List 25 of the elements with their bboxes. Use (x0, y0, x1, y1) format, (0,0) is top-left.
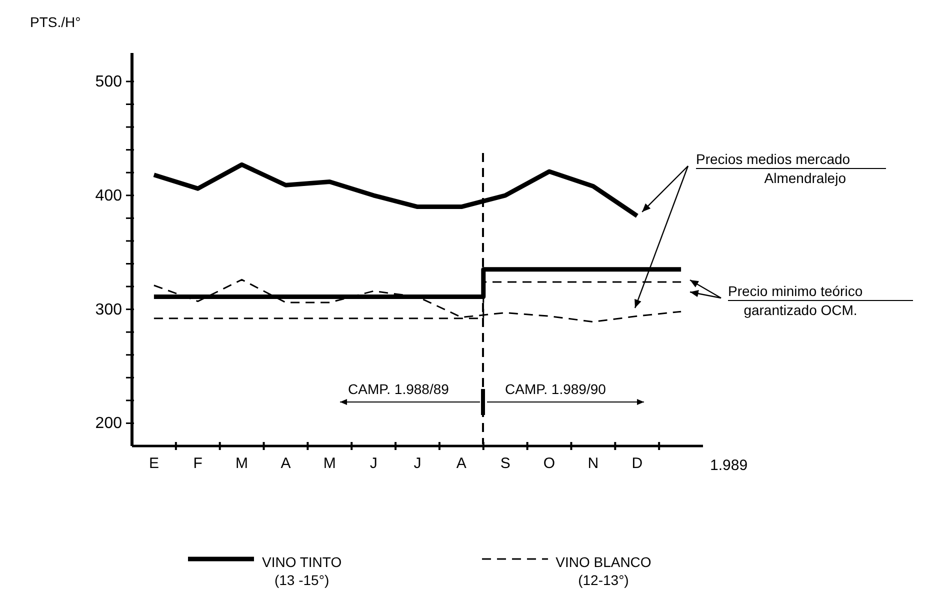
annotation: CAMP. 1.989/90 (505, 380, 607, 398)
line-series (152, 162, 640, 218)
x-tick-label: D (632, 455, 643, 472)
x-tick-label: N (588, 455, 599, 472)
y-tick-label: 300 (95, 301, 122, 318)
x-tick-label: M (236, 455, 248, 472)
x-tick-label: J (414, 455, 422, 472)
y-tick-label: 400 (95, 187, 122, 204)
x-tick-label: A (280, 455, 291, 472)
x-tick-label: J (370, 455, 378, 472)
x-tick-label: E (148, 455, 159, 472)
x-tick-label: F (193, 455, 202, 472)
text: Precio minimo teórico garantizado OCM. (728, 282, 864, 319)
x-tick-label: A (456, 455, 466, 472)
x-axis-title: 1.989 (710, 457, 748, 474)
x-tick-label: M (323, 455, 336, 472)
y-tick-label: 500 (95, 73, 122, 90)
x-tick-label: S (500, 455, 510, 472)
annotation: CAMP. 1.988/89 (348, 380, 450, 398)
annotation: Precios medios mercado Almendralejo (696, 150, 852, 187)
y-axis-title: PTS./H° (30, 14, 81, 30)
y-tick-label: 200 (95, 415, 122, 432)
x-tick-label: O (543, 455, 556, 472)
legend-label: VINO BLANCO (12-13°) (556, 553, 652, 589)
legend-label: VINO TINTO (13 -15°) (262, 553, 342, 589)
